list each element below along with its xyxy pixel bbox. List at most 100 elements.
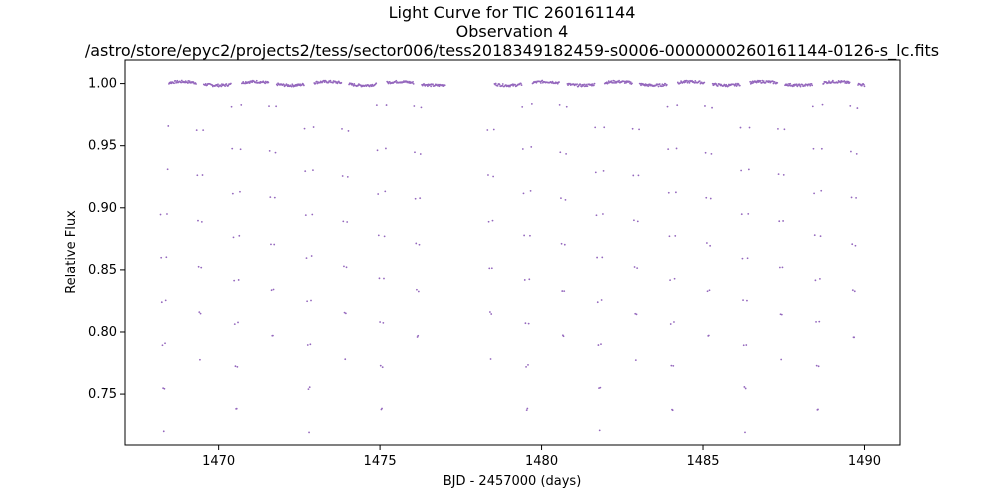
data-point (200, 266, 203, 269)
data-point (231, 147, 234, 150)
data-point (299, 83, 301, 85)
data-point (501, 84, 504, 87)
data-point (810, 82, 813, 85)
data-point (268, 149, 271, 152)
data-point (831, 79, 834, 82)
data-point (525, 366, 527, 368)
data-point (341, 127, 343, 130)
data-point (735, 82, 737, 85)
data-point (307, 388, 310, 391)
data-point (527, 322, 530, 325)
data-point (412, 82, 415, 85)
data-point (602, 213, 604, 215)
data-point (303, 84, 305, 87)
data-point (673, 277, 676, 280)
data-point (528, 278, 531, 281)
data-point (551, 82, 553, 84)
data-point (379, 364, 382, 367)
data-point (762, 80, 765, 82)
data-point (296, 84, 299, 87)
data-point (633, 266, 636, 268)
data-point (611, 81, 614, 84)
data-point (670, 364, 673, 367)
data-point (529, 234, 531, 237)
data-point (312, 126, 315, 128)
data-point (419, 153, 422, 155)
data-point (631, 127, 634, 130)
data-point (195, 129, 198, 132)
data-point (520, 84, 523, 87)
data-point (551, 80, 554, 83)
data-point (159, 213, 162, 216)
data-point (667, 191, 670, 194)
data-point (166, 213, 168, 215)
data-point (486, 129, 489, 131)
data-point (623, 80, 626, 83)
data-point (579, 83, 582, 86)
y-tick-label: 0.95 (88, 139, 117, 154)
data-point (494, 82, 497, 85)
data-point (255, 81, 257, 84)
data-point (540, 82, 542, 84)
data-point (419, 197, 422, 200)
data-point (432, 83, 434, 86)
data-point (174, 79, 177, 82)
data-point (323, 79, 325, 82)
data-point (311, 213, 314, 216)
data-point (610, 80, 613, 82)
data-point (492, 175, 495, 178)
data-point (521, 105, 524, 108)
data-point (565, 152, 567, 155)
x-tick-label: 1470 (202, 454, 235, 469)
data-point (744, 387, 747, 390)
data-point (489, 358, 492, 360)
data-point (804, 84, 806, 87)
data-point (160, 301, 163, 304)
y-axis-ticks: 0.75 0.80 0.85 0.90 0.95 1.00 (88, 77, 125, 402)
data-point (861, 84, 863, 87)
data-point (819, 277, 821, 280)
data-point (164, 299, 167, 302)
data-point (855, 196, 857, 199)
data-point (166, 168, 169, 171)
data-point (707, 334, 710, 337)
data-point (664, 83, 667, 85)
data-point (778, 220, 781, 223)
data-point (674, 235, 677, 237)
data-point (529, 189, 532, 192)
data-point (558, 103, 561, 106)
data-point (345, 266, 348, 269)
data-point (163, 387, 166, 390)
data-point (585, 83, 588, 86)
data-point (336, 82, 339, 85)
data-point (412, 81, 414, 83)
data-point (634, 359, 637, 362)
data-point (239, 190, 241, 193)
data-point (240, 104, 243, 106)
data-point (514, 83, 516, 86)
data-point (694, 80, 697, 82)
data-point (264, 82, 267, 85)
data-point (705, 196, 708, 199)
data-point (594, 126, 597, 129)
data-point (251, 81, 254, 84)
data-point (818, 320, 821, 323)
data-point (638, 128, 640, 131)
data-point (593, 82, 596, 85)
data-point (746, 299, 748, 302)
data-point (711, 106, 713, 109)
data-point (427, 85, 429, 88)
data-point (523, 234, 526, 237)
data-point (657, 85, 660, 88)
data-point (780, 358, 783, 361)
data-point (563, 243, 566, 246)
data-point (162, 430, 165, 433)
data-point (597, 344, 600, 346)
x-axis-label: BJD - 2457000 (days) (443, 474, 582, 489)
data-point (561, 290, 564, 292)
y-tick-label: 0.85 (88, 263, 117, 278)
data-point (344, 358, 347, 361)
data-point (329, 79, 332, 82)
data-point (274, 151, 277, 154)
